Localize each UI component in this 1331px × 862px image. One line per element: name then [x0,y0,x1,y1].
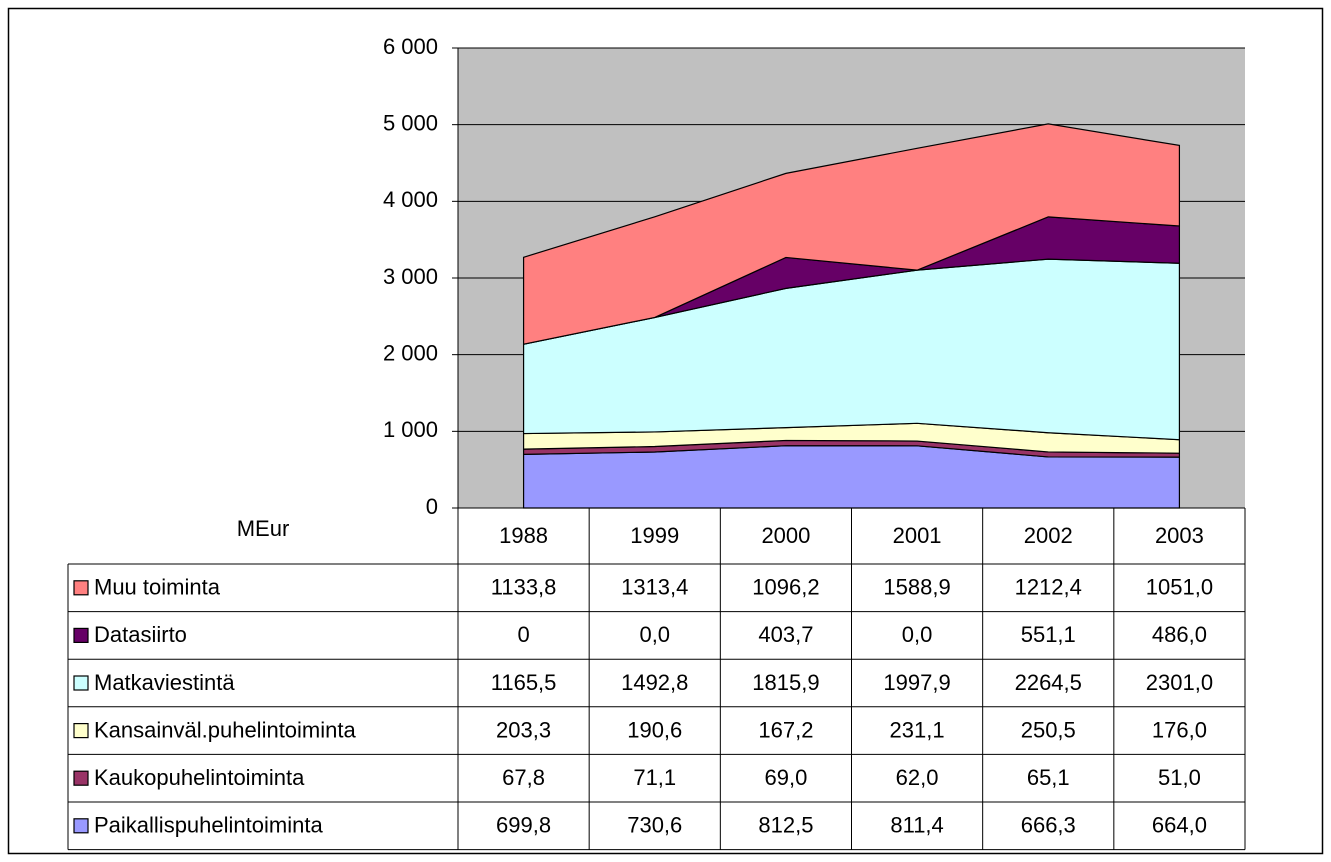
table-value: 1997,9 [883,670,950,695]
x-tick-label: 1988 [499,523,548,548]
table-value: 664,0 [1152,813,1207,838]
table-value: 69,0 [765,765,808,790]
table-value: 190,6 [627,717,682,742]
table-value: 203,3 [496,717,551,742]
legend-label: Kaukopuhelintoiminta [94,765,305,790]
legend-label: Muu toiminta [94,575,221,600]
legend-key [73,722,89,739]
table-value: 1165,5 [491,670,557,695]
y-tick-label: 0 [426,494,438,519]
y-tick-label: 2 000 [383,340,438,365]
table-value: 486,0 [1152,622,1207,647]
table-value: 811,4 [890,813,943,838]
table-value: 167,2 [758,717,813,742]
x-tick-label: 2001 [893,523,942,548]
table-value: 62,0 [896,765,939,790]
x-tick-label: 2003 [1155,523,1204,548]
table-value: 699,8 [496,813,551,838]
table-value: 1051,0 [1146,575,1213,600]
table-value: 67,8 [502,765,545,790]
table-value: 1815,9 [752,670,819,695]
x-tick-label: 1999 [630,523,679,548]
table-value: 1492,8 [621,670,688,695]
legend-label: Paikallispuhelintoiminta [94,813,323,838]
table-value: 1096,2 [752,575,819,600]
table-value: 666,3 [1021,813,1076,838]
y-tick-label: 1 000 [383,417,438,442]
table-value: 730,6 [627,813,682,838]
legend-key [73,627,89,644]
table-value: 1588,9 [883,575,950,600]
table-value: 51,0 [1158,765,1201,790]
table-value: 231,1 [890,717,945,742]
y-tick-label: 5 000 [383,110,438,135]
legend-key [73,675,89,691]
y-tick-label: 6 000 [383,34,438,59]
table-value: 2301,0 [1146,670,1213,695]
legend-key [73,818,89,834]
table-value: 250,5 [1021,717,1076,742]
table-value: 2264,5 [1015,670,1082,695]
table-value: 551,1 [1021,622,1076,647]
table-value: 0,0 [639,622,670,647]
table-value: 176,0 [1152,717,1207,742]
legend-label: Datasiirto [94,622,187,647]
x-tick-label: 2002 [1024,523,1073,548]
table-value: 1133,8 [491,575,557,600]
table-value: 403,7 [758,622,813,647]
y-axis-label: MEur [237,516,290,541]
y-tick-label: 3 000 [383,264,438,289]
table-value: 71,1 [633,765,676,790]
table-value: 0 [517,622,529,647]
table-value: 0,0 [902,622,933,647]
table-value: 1313,4 [621,575,688,600]
legend-key [73,580,89,596]
table-value: 812,5 [758,813,813,838]
y-tick-label: 4 000 [383,187,438,212]
x-tick-label: 2000 [761,523,810,548]
area [522,123,1181,345]
legend-key [73,770,89,786]
legend-label: Kansainväl.puhelintoiminta [94,717,356,742]
table-value: 65,1 [1027,765,1070,790]
table-value: 1212,4 [1015,575,1082,600]
legend-label: Matkaviestintä [94,670,235,695]
